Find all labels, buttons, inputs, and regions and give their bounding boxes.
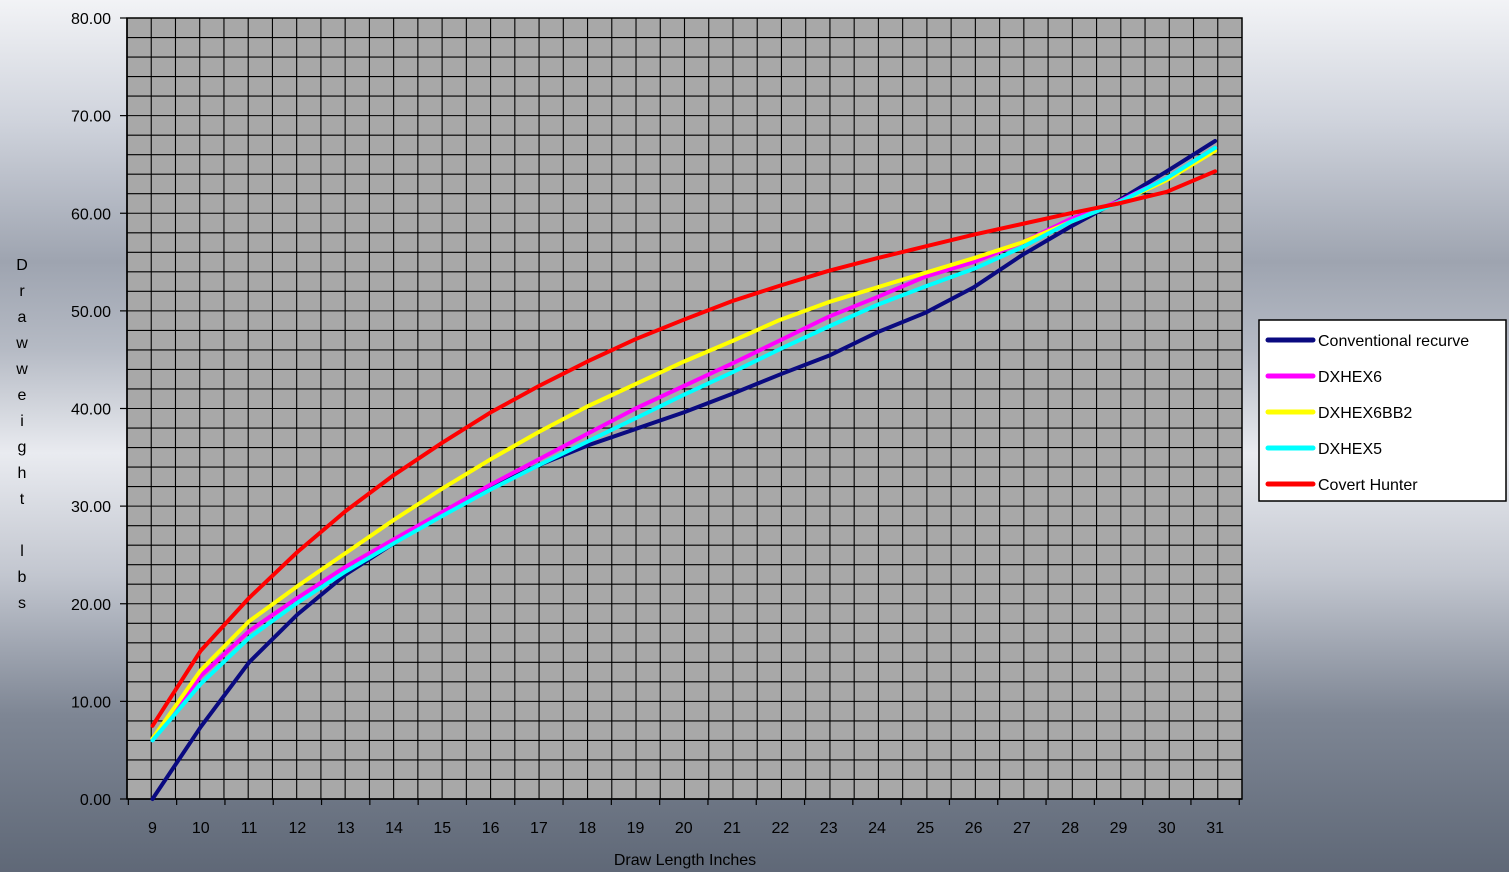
x-tick-label: 28 [1061,820,1079,837]
legend-label: Conventional recurve [1318,333,1469,350]
y-tick-label: 40.00 [71,402,111,419]
series-line-covert-hunter [150,169,1218,728]
series-lines [150,139,1218,801]
y-tick-label: 70.00 [71,109,111,126]
y-axis-title-char: g [18,439,27,456]
y-axis-title-char: e [18,387,27,404]
y-tick-label: 10.00 [71,694,111,711]
y-axis-title-char: s [18,595,26,612]
y-tick-label: 60.00 [71,206,111,223]
x-tick-label: 26 [965,820,983,837]
y-axis-title-char: D [16,257,28,274]
x-tick-label: 27 [1013,820,1031,837]
x-tick-label: 23 [820,820,838,837]
x-tick-label: 9 [148,820,157,837]
x-tick-label: 19 [627,820,645,837]
x-tick-labels: 9 10 11 12 13 14 15 16 17 18 19 20 21 22 23 24 25 26 27 28 2… [127,799,1240,837]
y-axis-title-char: b [18,569,27,586]
legend-label: DXHEX5 [1318,441,1382,458]
series-line-dxhex6bb2 [150,148,1218,741]
x-tick-label: 22 [772,820,790,837]
y-axis-title-char: h [18,465,27,482]
y-axis-title-char: l [20,543,24,560]
x-tick-label: 12 [289,820,307,837]
x-tick-label: 29 [1110,820,1128,837]
x-tick-label: 10 [192,820,210,837]
y-axis-title-char: w [15,335,28,352]
x-tick-label: 25 [916,820,934,837]
y-tick-label: 50.00 [71,304,111,321]
x-axis-title: Draw Length Inches [614,852,756,869]
y-tick-labels: 0.00 10.00 20.00 30.00 40.00 50.00 60.00 70.00 8… [71,11,127,809]
y-tick-label: 20.00 [71,597,111,614]
legend-label: DXHEX6 [1318,369,1382,386]
series-line-conventional-recurve [150,139,1218,801]
legend-label: Covert Hunter [1318,477,1418,494]
series-line-dxhex5 [150,145,1218,743]
grid-lines [127,18,1242,799]
x-tick-label: 16 [482,820,500,837]
x-tick-label: 21 [723,820,741,837]
y-tick-label: 30.00 [71,499,111,516]
y-axis-title-char: r [19,283,25,300]
legend-label: DXHEX6BB2 [1318,405,1412,422]
y-axis-title-char: t [20,491,25,508]
y-axis-title-char: w [15,361,28,378]
y-tick-label: 80.00 [71,11,111,28]
x-tick-label: 31 [1206,820,1224,837]
x-tick-label: 17 [530,820,548,837]
y-axis-title-char: i [20,413,24,430]
x-tick-label: 24 [868,820,886,837]
x-tick-label: 14 [385,820,403,837]
x-tick-label: 15 [433,820,451,837]
x-tick-label: 20 [675,820,693,837]
x-tick-label: 30 [1158,820,1176,837]
legend: Conventional recurve DXHEX6 DXHEX6BB2 DXHEX… [1258,319,1507,502]
x-tick-label: 13 [337,820,355,837]
x-tick-label: 18 [578,820,596,837]
x-tick-label: 11 [241,820,258,837]
y-axis-title-char: a [18,309,27,326]
y-tick-label: 0.00 [80,792,111,809]
